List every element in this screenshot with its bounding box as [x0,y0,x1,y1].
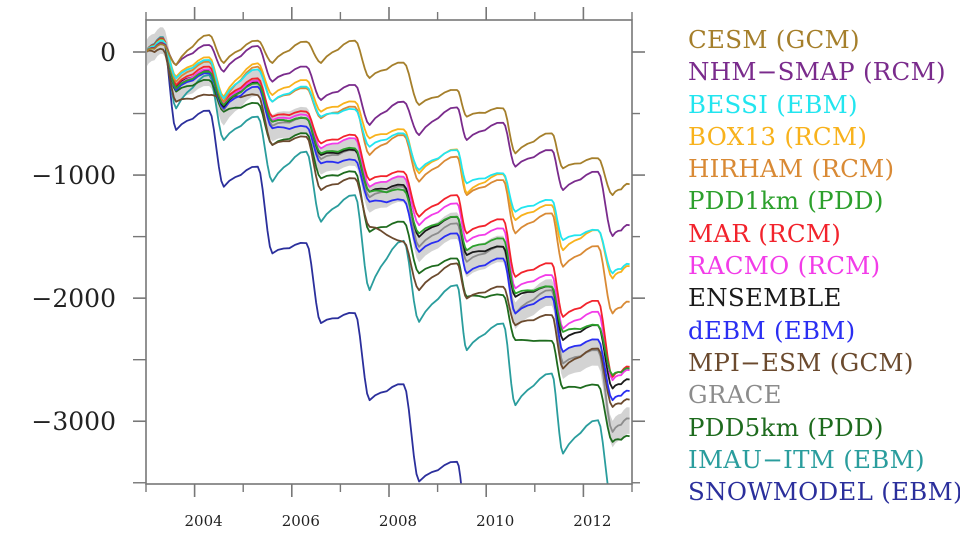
legend-entry: MPI−ESM (GCM) [688,347,914,377]
series-lines [147,34,630,484]
legend-entry: dEBM (EBM) [688,315,856,345]
y-tick-label: 0 [100,38,116,67]
y-tick-label: −2000 [31,284,116,313]
legend-entry: IMAU−ITM (EBM) [688,444,925,474]
y-tick-label: −1000 [31,161,116,190]
series-line-imau-itm-ebm [147,36,609,484]
grace-band [147,27,630,448]
series-line-cesm-gcm [147,34,630,196]
x-tick-label: 2004 [185,512,223,530]
x-tick-label: 2012 [573,512,611,530]
x-tick-label: 2010 [476,512,514,530]
legend-entry: GRACE [688,380,782,410]
legend-entry: PDD5km (PDD) [688,412,884,442]
axes: 2004 2006 2008 2010 2012 0 −1000 −2000 −3000 [31,7,645,530]
series-line-bessi-ebm [147,39,630,275]
legend-entry: NHM−SMAP (RCM) [688,57,946,87]
x-tick-label: 2006 [282,512,320,530]
legend-entry: RACMO (RCM) [688,251,881,281]
legend-entry: HIRHAM (RCM) [688,154,895,184]
series-line-pdd1km-pdd [147,38,630,377]
legend-entry: CESM (GCM) [688,25,860,54]
legend: CESM (GCM) NHM−SMAP (RCM) BESSI (EBM) BOX13… [688,24,960,508]
legend-entry: BESSI (EBM) [688,89,858,119]
legend-entry: PDD1km (PDD) [688,186,884,216]
series-line-snowmodel-ebm [147,36,462,484]
series-line-nhm-smap-rcm [147,42,630,237]
legend-entry: BOX13 (RCM) [688,121,868,151]
legend-entry: SNOWMODEL (EBM) [688,477,960,507]
legend-entry: ENSEMBLE [688,283,842,313]
grace-uncertainty-band [147,27,630,448]
x-tick-label: 2008 [379,512,417,530]
y-tick-label: −3000 [31,407,116,436]
series-line-mpi-esm-gcm [147,47,630,408]
legend-entry: MAR (RCM) [688,218,842,248]
